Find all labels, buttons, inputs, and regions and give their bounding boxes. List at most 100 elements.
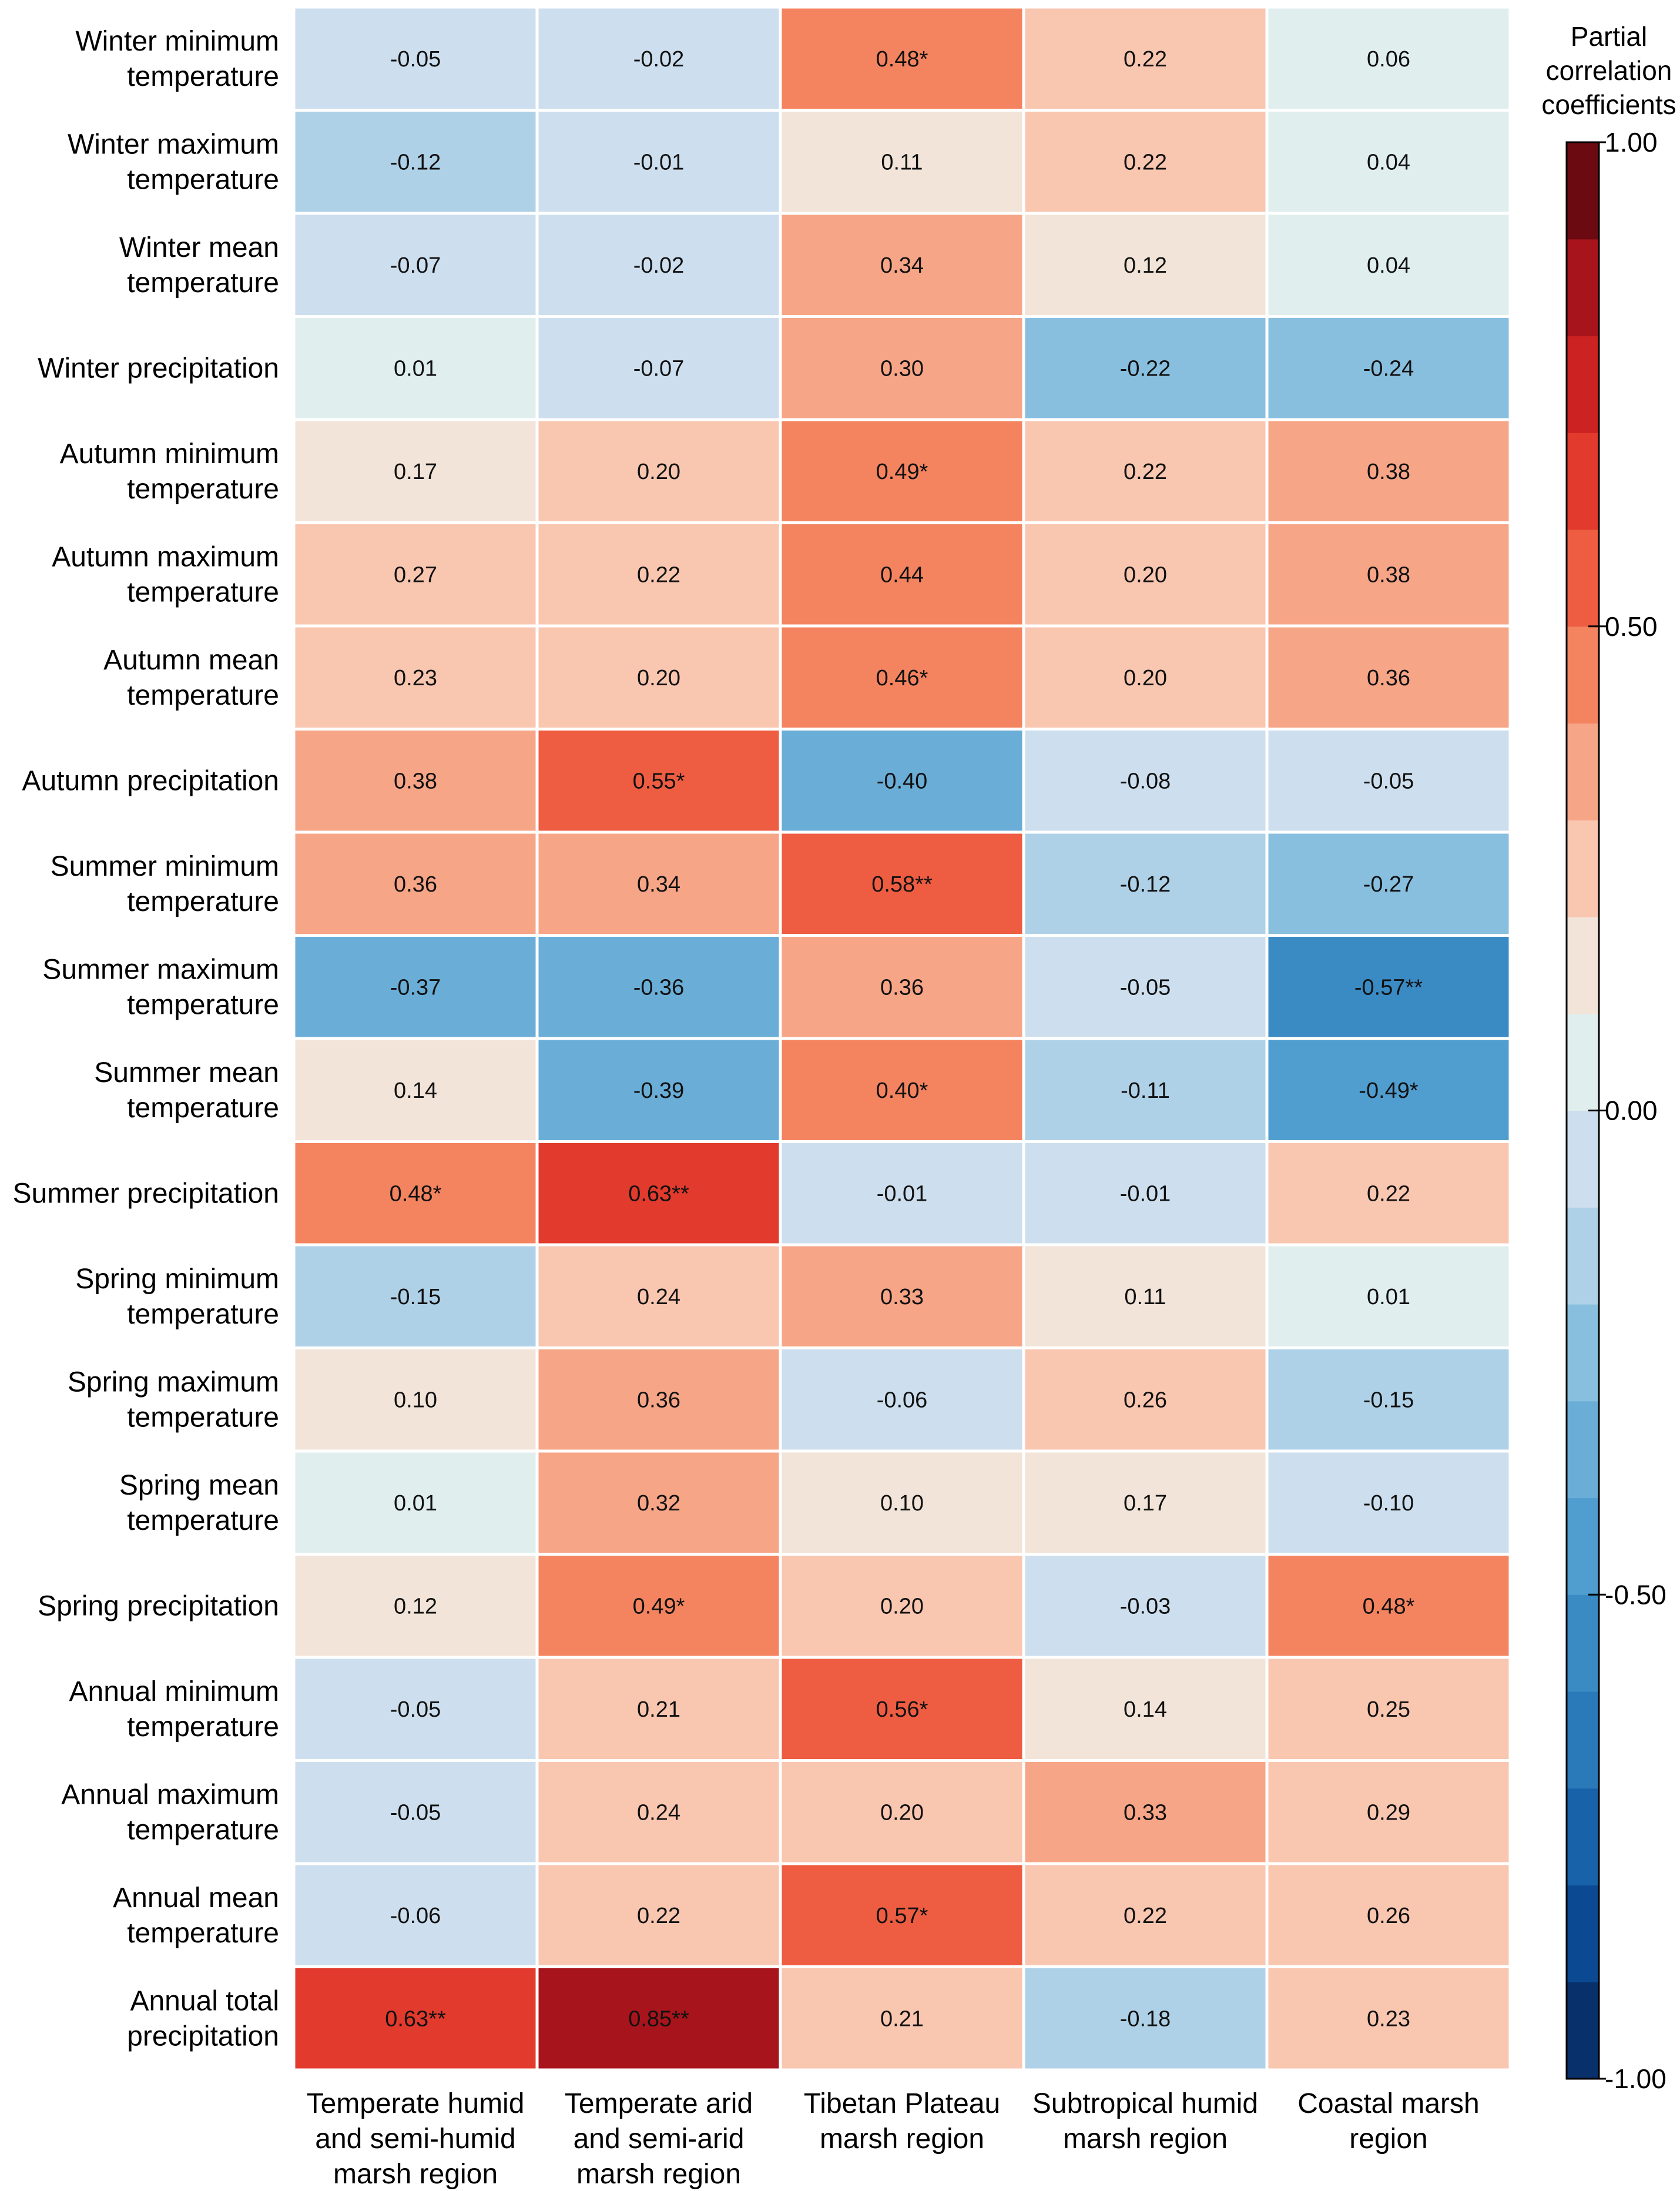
- row-label: Annual total precipitation: [127, 1985, 279, 2052]
- row-label-line: temperature: [127, 989, 279, 1020]
- heatmap-cell: 0.06: [1265, 5, 1512, 112]
- heatmap-cell-label: 0.58**: [871, 872, 933, 897]
- heatmap-cell: 0.17: [292, 418, 539, 524]
- heatmap-cell-label: -0.06: [877, 1388, 928, 1412]
- row-label: Summer minimum temperature: [51, 851, 279, 917]
- heatmap-cell: -0.05: [1265, 728, 1512, 834]
- heatmap-cell-label: 0.21: [880, 2006, 924, 2031]
- heatmap-cell-label: 0.33: [880, 1285, 924, 1309]
- row-label-line: Annual minimum: [69, 1676, 279, 1707]
- heatmap-cell-label: 0.22: [1124, 150, 1167, 175]
- heatmap-cell: 0.32: [535, 1449, 782, 1556]
- heatmap-cell: 0.11: [1022, 1243, 1269, 1349]
- heatmap-cell: -0.02: [535, 5, 782, 112]
- row-label-line: temperature: [127, 1814, 279, 1845]
- colorbar-tick-label: 1.00: [1605, 127, 1658, 158]
- row-label-line: Winter precipitation: [38, 353, 279, 384]
- row-label-line: temperature: [127, 164, 279, 195]
- colorbar-title-line: coefficients: [1541, 89, 1676, 120]
- heatmap-cell-label: -0.02: [633, 47, 685, 72]
- heatmap-cell-label: -0.37: [390, 975, 441, 1000]
- colorbar-bin: [1567, 336, 1599, 433]
- heatmap-cell-rect: [535, 109, 782, 215]
- heatmap-cell-rect: [292, 1243, 539, 1349]
- row-label-line: Summer precipitation: [12, 1178, 279, 1209]
- row-label-line: temperature: [127, 577, 279, 608]
- heatmap-cell-label: 0.14: [394, 1078, 437, 1103]
- colorbar-bin: [1567, 1982, 1599, 2079]
- heatmap-cell-label: 0.40*: [876, 1078, 928, 1103]
- heatmap-cell: 0.12: [1022, 212, 1269, 318]
- heatmap-cell-label: 0.44: [880, 562, 924, 587]
- column-label-line: marsh region: [333, 2159, 498, 2190]
- row-label-line: temperature: [127, 1918, 279, 1949]
- heatmap-cell: 0.22: [1022, 1862, 1269, 1968]
- colorbar-bin: [1567, 1594, 1599, 1692]
- heatmap-cell-label: 0.24: [637, 1800, 680, 1825]
- heatmap-cell-rect: [1265, 624, 1512, 731]
- heatmap-cell: -0.12: [1022, 830, 1269, 937]
- heatmap-cell-label: 0.26: [1124, 1388, 1167, 1412]
- heatmap-cell-rect: [1265, 315, 1512, 421]
- heatmap-cell-rect: [1022, 212, 1269, 318]
- heatmap-cell-label: -0.40: [877, 769, 928, 793]
- heatmap-cell: 0.36: [779, 934, 1025, 1040]
- row-label-line: Summer minimum: [51, 851, 279, 882]
- heatmap-cell: -0.03: [1022, 1553, 1269, 1659]
- row-label-line: Annual mean: [113, 1882, 279, 1914]
- row-label: Annual mean temperature: [113, 1882, 279, 1949]
- heatmap-cell: 0.33: [779, 1243, 1025, 1349]
- heatmap-cell-rect: [535, 1346, 782, 1453]
- heatmap-cell: 0.22: [1022, 418, 1269, 524]
- heatmap-cell-rect: [1022, 1243, 1269, 1349]
- row-label-line: Autumn minimum: [60, 438, 279, 470]
- heatmap-cell-rect: [779, 1862, 1025, 1968]
- heatmap-cell: 0.23: [292, 624, 539, 731]
- colorbar-bin: [1567, 239, 1599, 337]
- colorbar: 1.00 0.50 0.00 -0.50 -1.00 Partial correlation…: [1541, 21, 1676, 2094]
- row-label-line: temperature: [127, 886, 279, 917]
- heatmap-cell-label: 0.46*: [876, 666, 928, 691]
- heatmap-cell-label: -0.05: [390, 1697, 441, 1722]
- heatmap-cell-rect: [1022, 1449, 1269, 1556]
- heatmap-cell-rect: [535, 418, 782, 524]
- heatmap-cell: 0.30: [779, 315, 1025, 421]
- heatmap-cell: 0.33: [1022, 1759, 1269, 1865]
- colorbar-tick-label: -0.50: [1605, 1579, 1666, 1610]
- row-label-line: Autumn mean: [103, 645, 279, 676]
- heatmap-cell: -0.01: [535, 109, 782, 215]
- heatmap-cell: 0.01: [1265, 1243, 1512, 1349]
- row-label: Spring maximum temperature: [68, 1366, 279, 1433]
- heatmap-cell: 0.20: [779, 1553, 1025, 1659]
- heatmap-cell-rect: [292, 1656, 539, 1762]
- colorbar-title-line: correlation: [1546, 55, 1672, 86]
- heatmap-cell-label: 0.04: [1367, 253, 1410, 278]
- column-label: Tibetan Plateau marsh region: [804, 2088, 1000, 2155]
- heatmap-cell-rect: [779, 315, 1025, 421]
- heatmap-cell-rect: [292, 1140, 539, 1247]
- heatmap-cell: 0.36: [535, 1346, 782, 1453]
- heatmap-cell-rect: [779, 1037, 1025, 1143]
- heatmap-cell-rect: [292, 1759, 539, 1865]
- heatmap-cell-rect: [292, 521, 539, 628]
- heatmap-cell-label: 0.12: [394, 1594, 437, 1619]
- column-label: Subtropical humid marsh region: [1032, 2088, 1258, 2155]
- heatmap-cell: 0.55*: [535, 728, 782, 834]
- heatmap-cell-label: -0.01: [633, 150, 685, 175]
- heatmap-cell-label: -0.15: [390, 1285, 441, 1309]
- heatmap-cell-label: 0.48*: [390, 1181, 442, 1206]
- row-label-line: temperature: [127, 267, 279, 299]
- heatmap-cell-rect: [1265, 1037, 1512, 1143]
- heatmap-cell-label: -0.06: [390, 1904, 441, 1928]
- row-label-line: temperature: [127, 61, 279, 92]
- heatmap-cell: -0.07: [292, 212, 539, 318]
- heatmap-cell: 0.58**: [779, 830, 1025, 937]
- heatmap-cell: 0.34: [779, 212, 1025, 318]
- heatmap-cell: -0.05: [292, 1759, 539, 1865]
- heatmap-cell-label: 0.20: [1124, 666, 1167, 691]
- heatmap-cell-rect: [535, 315, 782, 421]
- heatmap-cell-label: 0.10: [394, 1388, 437, 1412]
- heatmap-cell: -0.06: [292, 1862, 539, 1968]
- heatmap-cell-label: 0.63**: [628, 1181, 689, 1206]
- heatmap-cell-rect: [535, 1140, 782, 1247]
